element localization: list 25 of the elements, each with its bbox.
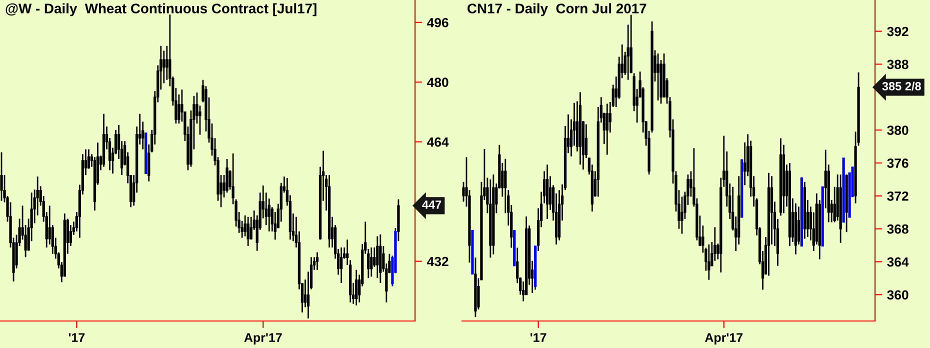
y-tick-label: 364 xyxy=(887,257,909,267)
y-tick-label: 392 xyxy=(887,26,908,36)
x-tick-label: Apr'17 xyxy=(704,333,743,344)
x-tick-label: '17 xyxy=(530,333,546,342)
candlestick xyxy=(800,177,803,247)
y-tick-label: 388 xyxy=(887,60,908,70)
y-tick-label: 376 xyxy=(887,158,908,168)
chart-title: @W - Daily Wheat Continuous Contract [Jul17] xyxy=(6,3,316,16)
y-tick-label: 432 xyxy=(427,256,448,266)
y-tick-label: 360 xyxy=(887,290,908,300)
candlestick xyxy=(144,132,148,174)
y-tick-label: 380 xyxy=(887,126,908,135)
x-tick-label: Apr'17 xyxy=(244,333,282,344)
y-tick-label: 496 xyxy=(427,18,448,28)
candlestick xyxy=(513,230,516,266)
text: 447 xyxy=(422,200,442,209)
y-tick-label: 368 xyxy=(887,224,908,234)
candlestick xyxy=(842,157,845,223)
chart-title: CN17 - Daily Corn Jul 2017 xyxy=(468,3,646,16)
y-tick-label: 480 xyxy=(427,78,448,88)
y-tick-label: 372 xyxy=(887,191,908,201)
x-tick-label: '17 xyxy=(68,333,85,342)
text: 385 2/8 xyxy=(882,82,921,91)
y-tick-label: 464 xyxy=(427,137,449,147)
candlestick xyxy=(471,230,474,275)
